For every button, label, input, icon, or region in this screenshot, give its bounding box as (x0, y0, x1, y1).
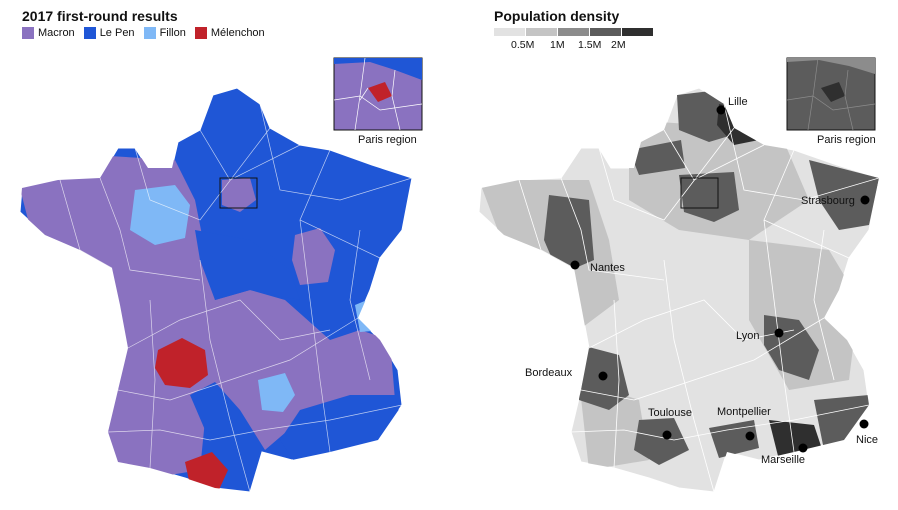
city-marker-lyon (774, 328, 784, 338)
density-label-0-5m: 0.5M (511, 39, 535, 51)
city-marseille: Marseille (761, 443, 808, 466)
region-le-pen-central (195, 230, 300, 300)
city-label-marseille: Marseille (761, 454, 805, 466)
legend-item-le-pen: Le Pen (83, 27, 135, 39)
density-legend: 0.5M 1M 1.5M 2M (494, 28, 654, 53)
election-map: Paris region (19, 57, 423, 493)
density-label-2m: 2M (611, 39, 626, 51)
density-toulouse (634, 418, 689, 465)
legend-swatch-macron (22, 27, 34, 39)
density-swatch-3 (558, 28, 589, 36)
city-marker-strasbourg (860, 195, 870, 205)
paris-inset-density: Paris region (786, 57, 876, 146)
density-swatch-5 (622, 28, 653, 36)
city-marker-montpellier (745, 431, 755, 441)
election-map-title: 2017 first-round results (22, 8, 178, 24)
region-fillon-sarthe (130, 185, 190, 245)
region-le-pen-south (190, 382, 240, 440)
density-map-panel: Population density 0.5M 1M 1.5M 2M (449, 0, 898, 510)
department-borders (59, 103, 412, 492)
region-fillon-savoie (355, 298, 390, 332)
paris-inset-label: Paris region (358, 134, 417, 146)
region-melenchon-dordogne (155, 338, 208, 388)
paris-locator-box-density (680, 177, 719, 209)
density-map-title: Population density (494, 8, 620, 24)
legend-swatch-fillon (143, 27, 156, 39)
paris-locator-box (219, 177, 258, 209)
density-nantes (544, 195, 594, 275)
election-legend: Macron Le Pen Fillon Mélenchon (22, 27, 274, 39)
density-swatch-1 (494, 28, 525, 36)
city-toulouse: Toulouse (648, 407, 692, 440)
paris-inset-election: Paris region (333, 57, 423, 146)
region-fillon-cantal (258, 373, 295, 412)
density-normandy (629, 140, 685, 175)
city-marker-marseille (798, 443, 808, 453)
density-alsace (809, 160, 879, 230)
legend-swatch-le-pen (83, 27, 96, 39)
legend-label-fillon: Fillon (159, 27, 186, 39)
legend-item-macron: Macron (22, 27, 75, 39)
legend-label-le-pen: Le Pen (99, 27, 135, 39)
city-marker-nice (859, 419, 869, 429)
city-label-strasbourg: Strasbourg (801, 195, 855, 207)
density-label-1m: 1M (550, 39, 565, 51)
city-montpellier: Montpellier (717, 406, 771, 441)
density-montpellier (709, 420, 759, 458)
density-map: Paris region Lille Strasbourg Nantes Lyo… (478, 57, 880, 493)
city-bordeaux: Bordeaux (525, 367, 608, 381)
city-lyon: Lyon (736, 328, 784, 342)
department-borders-density (518, 103, 879, 492)
city-marker-bordeaux (598, 371, 608, 381)
city-nice: Nice (856, 419, 878, 446)
city-marker-toulouse (662, 430, 672, 440)
legend-item-melenchon: Mélenchon (194, 27, 265, 39)
density-paris-region (679, 172, 739, 222)
density-label-1-5m: 1.5M (578, 39, 602, 51)
city-lille: Lille (716, 96, 748, 115)
legend-item-fillon: Fillon (143, 27, 186, 39)
city-strasbourg: Strasbourg (801, 195, 870, 207)
city-label-lyon: Lyon (736, 330, 759, 342)
legend-label-melenchon: Mélenchon (210, 27, 265, 39)
legend-swatch-melenchon (194, 27, 207, 39)
legend-label-macron: Macron (38, 27, 75, 39)
density-swatch-4 (590, 28, 621, 36)
city-nantes: Nantes (570, 260, 625, 274)
density-scale-labels: 0.5M 1M 1.5M 2M (494, 39, 654, 53)
city-marker-nantes (570, 260, 580, 270)
city-label-montpellier: Montpellier (717, 406, 771, 418)
density-scale-bar (494, 28, 654, 36)
city-label-nice: Nice (856, 434, 878, 446)
election-map-panel: 2017 first-round results Macron Le Pen F… (19, 8, 423, 493)
paris-inset-label-density: Paris region (817, 134, 876, 146)
city-marker-lille (716, 105, 726, 115)
city-label-toulouse: Toulouse (648, 407, 692, 419)
density-swatch-2 (526, 28, 557, 36)
city-label-lille: Lille (728, 96, 748, 108)
region-macron-paris (222, 178, 256, 212)
city-label-bordeaux: Bordeaux (525, 367, 573, 379)
city-label-nantes: Nantes (590, 262, 625, 274)
